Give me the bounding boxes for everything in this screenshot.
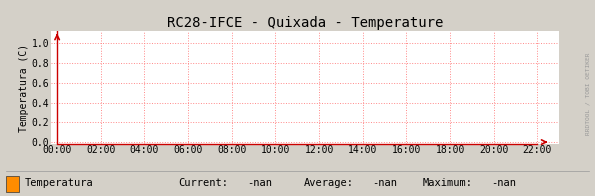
Bar: [6, 176, 19, 192]
Text: -nan: -nan: [247, 178, 272, 188]
Text: RRDTOOL / TOBI OETIKER: RRDTOOL / TOBI OETIKER: [586, 53, 591, 135]
Title: RC28-IFCE - Quixada - Temperature: RC28-IFCE - Quixada - Temperature: [167, 16, 443, 30]
Text: -nan: -nan: [372, 178, 397, 188]
Y-axis label: Temperatura (C): Temperatura (C): [19, 44, 29, 132]
Text: Temperatura: Temperatura: [25, 178, 94, 188]
Text: -nan: -nan: [491, 178, 516, 188]
Text: Maximum:: Maximum:: [422, 178, 472, 188]
Text: Current:: Current:: [178, 178, 228, 188]
Text: Average:: Average:: [303, 178, 353, 188]
